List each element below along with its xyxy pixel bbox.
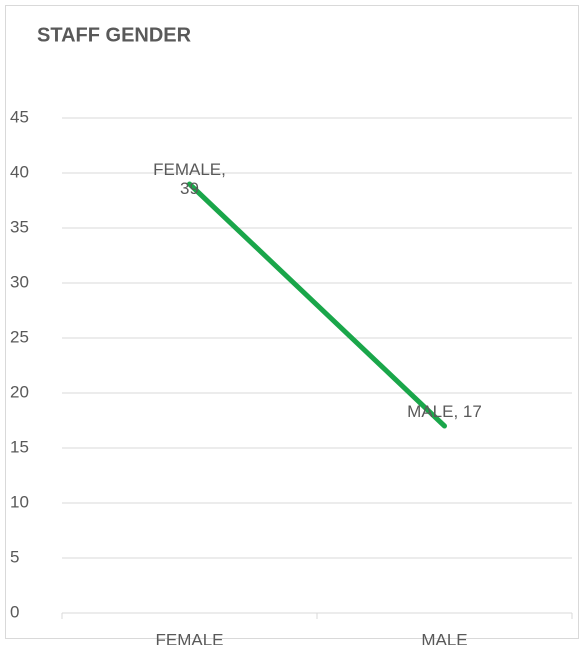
y-tick-label: 15 [10, 437, 29, 456]
y-tick-label: 45 [10, 107, 29, 126]
x-tick-label: FEMALE [155, 630, 223, 645]
data-label: MALE, 17 [407, 402, 482, 421]
y-tick-label: 30 [10, 272, 29, 291]
y-tick-label: 20 [10, 382, 29, 401]
chart-border [5, 5, 579, 639]
y-tick-label: 0 [10, 602, 19, 621]
y-tick-label: 5 [10, 547, 19, 566]
chart-title: STAFF GENDER [37, 24, 192, 46]
x-tick-label: MALE [421, 630, 467, 645]
y-tick-label: 35 [10, 217, 29, 236]
data-label: FEMALE, 39 [153, 160, 226, 198]
line-series [187, 181, 447, 429]
y-tick-label: 10 [10, 492, 29, 511]
y-tick-label: 25 [10, 327, 29, 346]
y-tick-label: 40 [10, 162, 29, 181]
